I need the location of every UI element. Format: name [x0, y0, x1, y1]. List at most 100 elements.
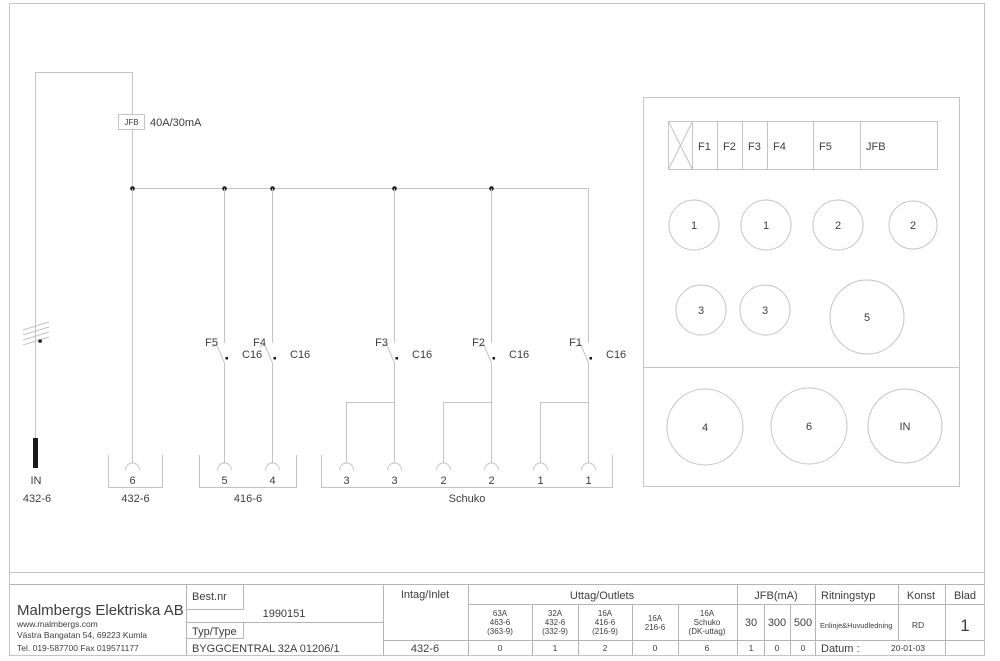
- sheet-frame: [9, 3, 985, 656]
- typ-label: Typ/Type: [192, 626, 237, 638]
- breaker-rating: C16: [606, 349, 626, 361]
- breaker-rating: C16: [412, 349, 432, 361]
- company-name: Malmbergs Elektriska AB: [17, 602, 184, 619]
- jfb-block: JFB(mA) 30 300 500 1 0 0: [745, 590, 812, 653]
- din-cell-label: F4: [773, 141, 786, 153]
- breaker-name: F5: [205, 337, 218, 349]
- best-nr-value: 1990151: [263, 608, 306, 620]
- breaker-name: F3: [375, 337, 388, 349]
- uttag-col-value: 0: [653, 643, 658, 653]
- blad-value: 1: [960, 616, 969, 635]
- outlet-number: 1: [537, 475, 543, 487]
- uttag-col-line2: Schuko: [694, 618, 721, 627]
- panel-hole-number: IN: [900, 421, 911, 433]
- jfb-header: JFB(mA): [754, 590, 797, 602]
- ritningstyp-label: Ritningstyp: [821, 590, 875, 602]
- jfb-rating-label: 40A/30mA: [150, 117, 202, 129]
- panel-hole-number: 4: [702, 422, 708, 434]
- din-cell-label: F2: [723, 141, 736, 153]
- company-phone: Tel. 019-587700 Fax 019571177: [17, 643, 139, 653]
- breaker-name: F1: [569, 337, 582, 349]
- breaker-name: F4: [253, 337, 266, 349]
- order-block: Best.nr 1990151 Typ/Type BYGGCENTRAL 32A…: [192, 591, 340, 655]
- jfb-tag-box: [118, 114, 145, 130]
- incoming-label: IN: [31, 475, 42, 487]
- panel-hole-number: 1: [691, 220, 697, 232]
- circuit-drop-lines: [132, 188, 589, 463]
- outlet-number: 2: [488, 475, 494, 487]
- outlet-number: 1: [585, 475, 591, 487]
- jfb-col-label: 500: [794, 617, 812, 629]
- jfb-col-value: 0: [801, 643, 806, 653]
- uttag-col-value: 2: [603, 643, 608, 653]
- outlet-number: 5: [221, 475, 227, 487]
- outlet-number: 3: [391, 475, 397, 487]
- datum-label: Datum :: [821, 643, 860, 655]
- company-address: Västra Bangatan 54, 69223 Kumla: [17, 630, 147, 640]
- uttag-col-value: 6: [705, 643, 710, 653]
- breaker-rating: C16: [242, 349, 262, 361]
- outlet-labels: 6 5 4 3 3 2 2 1 1 432-6 416-6 Schuko IN …: [23, 475, 592, 505]
- uttag-col-line1: 16A: [648, 614, 663, 623]
- uttag-col-line1: 16A: [598, 609, 613, 618]
- uttag-col-line1: 63A: [493, 609, 508, 618]
- panel-din-labels: F1 F2 F3 F4 F5 JFB: [698, 141, 886, 153]
- group-label: Schuko: [449, 493, 486, 505]
- jfb-col-label: 300: [768, 617, 786, 629]
- din-cell-label: F5: [819, 141, 832, 153]
- panel-hole-number: 3: [698, 305, 704, 317]
- uttag-col-line3: (216-9): [592, 627, 618, 636]
- breaker-rating: C16: [509, 349, 529, 361]
- uttag-col-line2: 463-6: [490, 618, 511, 627]
- group-label: 416-6: [234, 493, 262, 505]
- outlet-number: 3: [343, 475, 349, 487]
- outlet-number: 2: [440, 475, 446, 487]
- company-block: Malmbergs Elektriska AB www.malmbergs.co…: [16, 602, 184, 653]
- uttag-col-line3: (363-9): [487, 627, 513, 636]
- outlet-number: 4: [269, 475, 275, 487]
- title-block-grid: [9, 584, 985, 656]
- panel-hole-number: 5: [864, 312, 870, 324]
- incoming-terminal-bar: [33, 438, 38, 468]
- panel-hole-number: 1: [763, 220, 769, 232]
- datum-value: 20-01-03: [891, 643, 925, 653]
- jfb-col-value: 0: [775, 643, 780, 653]
- breaker-labels: F5 C16 F4 C16 F3 C16 F2 C16 F1 C16: [205, 337, 626, 361]
- incoming-type-label: 432-6: [23, 493, 51, 505]
- blad-label: Blad: [954, 590, 976, 602]
- uttag-col-line1: 32A: [548, 609, 563, 618]
- uttag-col-line2: 216-6: [645, 623, 666, 632]
- konst-label: Konst: [907, 590, 935, 602]
- konst-value: RD: [912, 620, 924, 630]
- uttag-block: Uttag/Outlets 63A 463-6 (363-9) 0 32A 43…: [487, 590, 726, 653]
- ritningstyp-value: Enlinje&Huvudledning: [820, 621, 892, 630]
- typ-value: BYGGCENTRAL 32A 01206/1: [192, 643, 340, 655]
- intag-block: Intag/Inlet 432-6: [401, 589, 449, 655]
- uttag-col-line3: (332-9): [542, 627, 568, 636]
- uttag-col-line2: 432-6: [545, 618, 566, 627]
- panel-hole-number: 6: [806, 421, 812, 433]
- jfb-col-value: 1: [749, 643, 754, 653]
- outlet-number: 6: [129, 475, 135, 487]
- best-nr-label: Best.nr: [192, 591, 227, 603]
- outlet-group-brackets: [108, 455, 613, 488]
- uttag-col-line3: (DK-uttag): [689, 627, 726, 636]
- outlet-socket-arcs: [125, 462, 596, 471]
- jfb-tag-label: JFB: [124, 118, 138, 127]
- uttag-header: Uttag/Outlets: [570, 590, 635, 602]
- panel-hole-number: 2: [910, 220, 916, 232]
- breaker-rating: C16: [290, 349, 310, 361]
- breaker-symbols: [211, 343, 592, 364]
- company-web: www.malmbergs.com: [16, 619, 98, 629]
- group-label: 432-6: [121, 493, 149, 505]
- intag-value: 432-6: [411, 643, 439, 655]
- panel-hole-number: 3: [762, 305, 768, 317]
- uttag-col-value: 0: [498, 643, 503, 653]
- din-cell-label: F3: [748, 141, 761, 153]
- supply-line: [22, 72, 133, 438]
- jfb-col-label: 30: [745, 617, 757, 629]
- panel-hole-number: 2: [835, 220, 841, 232]
- panel-hole-labels: 1 1 2 2 3 3 5 4 6 IN: [691, 220, 916, 434]
